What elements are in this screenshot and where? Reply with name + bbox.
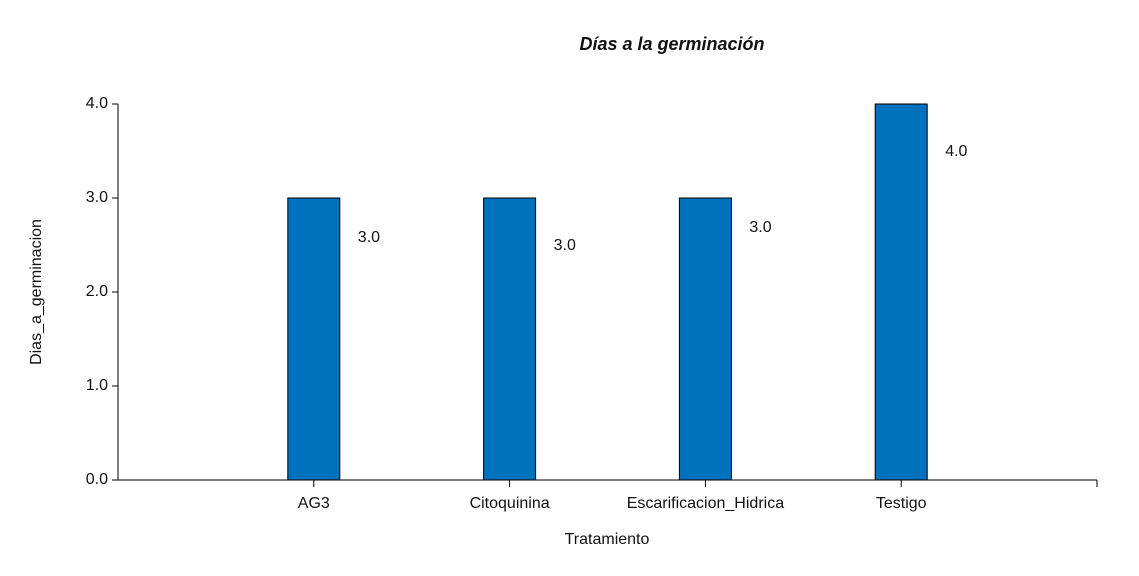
bar	[287, 197, 341, 481]
y-tick-label: 0.0	[86, 471, 108, 488]
bar	[678, 197, 732, 481]
y-tick-label: 1.0	[86, 377, 108, 394]
y-axis-label: Dias_a_germinacion	[28, 219, 45, 365]
value-label: 3.0	[358, 229, 380, 246]
y-tick-label: 3.0	[86, 189, 108, 206]
value-label: 3.0	[554, 237, 576, 254]
x-tick-label: AG3	[298, 495, 330, 512]
y-tick-label: 2.0	[86, 283, 108, 300]
x-tick-label: Testigo	[876, 495, 927, 512]
value-label: 4.0	[945, 143, 967, 160]
x-axis-label: Tratamiento	[565, 531, 650, 548]
x-tick-label: Escarificacion_Hidrica	[627, 495, 784, 512]
chart-title: Días a la germinación	[579, 34, 764, 54]
bar	[874, 103, 928, 481]
value-label: 3.0	[749, 219, 771, 236]
y-tick-label: 4.0	[86, 95, 108, 112]
bar	[483, 197, 537, 481]
x-tick-label: Citoquinina	[470, 495, 550, 512]
